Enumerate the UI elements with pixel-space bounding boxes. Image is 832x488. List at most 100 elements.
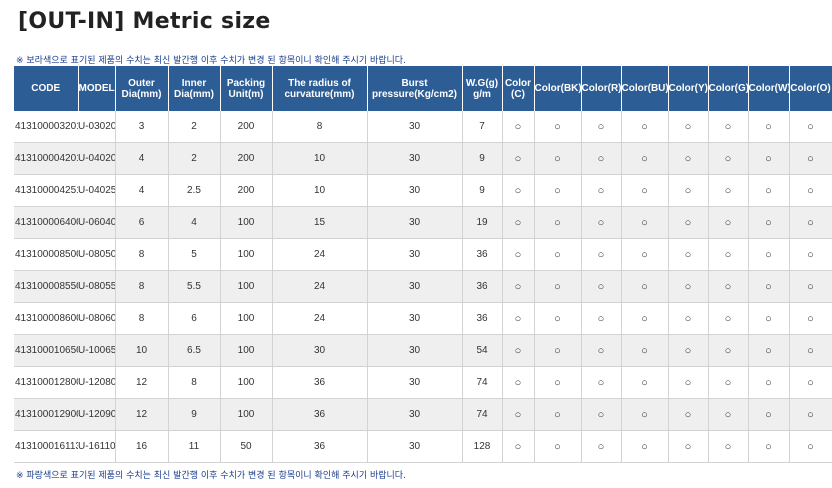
cell-code: 413100008600 <box>14 302 78 335</box>
cell-inner-dia: 5 <box>168 238 221 271</box>
color-availability-mark: ○ <box>708 430 749 463</box>
cell-packing-unit: 200 <box>220 142 273 175</box>
cell-weight: 36 <box>462 302 503 335</box>
color-availability-mark: ○ <box>708 238 749 271</box>
cell-model: U-06040 <box>78 206 116 239</box>
cell-packing-unit: 50 <box>220 430 273 463</box>
cell-inner-dia: 4 <box>168 206 221 239</box>
column-header-text: MODEL <box>78 83 115 94</box>
color-availability-mark: ○ <box>621 142 669 175</box>
color-availability-mark: ○ <box>502 398 535 431</box>
column-header-text: Burst <box>401 77 428 89</box>
color-availability-mark: ○ <box>621 238 669 271</box>
cell-outer-dia: 4 <box>115 174 169 207</box>
cell-weight: 7 <box>462 111 503 143</box>
cell-inner-dia: 2 <box>168 111 221 143</box>
cell-burst-pressure: 30 <box>367 206 463 239</box>
color-availability-mark: ○ <box>621 398 669 431</box>
cell-code: 413100010650 <box>14 334 78 367</box>
cell-radius-of-curvature: 15 <box>272 206 368 239</box>
column-header-text: Color(G) <box>708 83 748 94</box>
column-header-text: Unit(m) <box>228 88 264 100</box>
color-availability-mark: ○ <box>708 111 749 143</box>
color-availability-mark: ○ <box>668 174 709 207</box>
cell-model: U-03020 <box>78 111 116 143</box>
color-availability-mark: ○ <box>708 366 749 399</box>
color-availability-mark: ○ <box>534 111 582 143</box>
spec-table: CODE MODEL Outer Dia(mm) Inner Dia(mm) Packing… <box>14 66 832 463</box>
color-availability-mark: ○ <box>502 302 535 335</box>
color-availability-mark: ○ <box>708 334 749 367</box>
color-availability-mark: ○ <box>789 142 832 175</box>
cell-packing-unit: 100 <box>220 270 273 303</box>
cell-burst-pressure: 30 <box>367 238 463 271</box>
color-availability-mark: ○ <box>581 334 622 367</box>
table-row: 413100016113 U-16110 16 11 50 36 30 128 ○ ○ ○ ○ ○ ○ ○ ○ <box>14 430 832 463</box>
color-availability-mark: ○ <box>581 111 622 143</box>
color-availability-mark: ○ <box>534 142 582 175</box>
cell-burst-pressure: 30 <box>367 366 463 399</box>
table-row: 413100004201 U-04020 4 2 200 10 30 9 ○ ○ ○ ○ ○ ○ ○ ○ <box>14 142 832 175</box>
color-availability-mark: ○ <box>668 206 709 239</box>
color-availability-mark: ○ <box>621 206 669 239</box>
color-availability-mark: ○ <box>789 206 832 239</box>
color-availability-mark: ○ <box>748 398 790 431</box>
column-header-code: CODE <box>14 66 79 111</box>
cell-outer-dia: 3 <box>115 111 169 143</box>
cell-burst-pressure: 30 <box>367 398 463 431</box>
color-availability-mark: ○ <box>621 366 669 399</box>
color-availability-mark: ○ <box>621 430 669 463</box>
column-header-color-r: Color(R) <box>581 66 622 111</box>
table-row: 413100006400 U-06040 6 4 100 15 30 19 ○ ○ ○ ○ ○ ○ ○ ○ <box>14 206 832 239</box>
cell-burst-pressure: 30 <box>367 111 463 143</box>
cell-inner-dia: 11 <box>168 430 221 463</box>
color-availability-mark: ○ <box>748 174 790 207</box>
color-availability-mark: ○ <box>502 111 535 143</box>
column-header-text: Color(R) <box>581 83 621 94</box>
cell-outer-dia: 10 <box>115 334 169 367</box>
column-header-text: curvature(mm) <box>284 88 355 100</box>
color-availability-mark: ○ <box>621 174 669 207</box>
cell-model: U-04025 <box>78 174 116 207</box>
cell-weight: 74 <box>462 398 503 431</box>
color-availability-mark: ○ <box>534 398 582 431</box>
table-row: 413100003201 U-03020 3 2 200 8 30 7 ○ ○ ○ ○ ○ ○ ○ ○ <box>14 111 832 143</box>
column-header-text: Color <box>504 77 532 89</box>
color-availability-mark: ○ <box>748 430 790 463</box>
color-availability-mark: ○ <box>502 238 535 271</box>
cell-radius-of-curvature: 24 <box>272 270 368 303</box>
color-availability-mark: ○ <box>668 398 709 431</box>
column-header-color-g: Color(G) <box>708 66 749 111</box>
cell-model: U-08050 <box>78 238 116 271</box>
column-header-text: Color(W) <box>748 83 789 94</box>
color-availability-mark: ○ <box>502 334 535 367</box>
color-availability-mark: ○ <box>668 238 709 271</box>
color-availability-mark: ○ <box>789 238 832 271</box>
color-availability-mark: ○ <box>789 302 832 335</box>
cell-packing-unit: 100 <box>220 238 273 271</box>
cell-inner-dia: 8 <box>168 366 221 399</box>
color-availability-mark: ○ <box>748 111 790 143</box>
cell-packing-unit: 100 <box>220 334 273 367</box>
column-header-text: Color(BK) <box>534 83 581 94</box>
cell-model: U-04020 <box>78 142 116 175</box>
color-availability-mark: ○ <box>748 142 790 175</box>
color-availability-mark: ○ <box>581 174 622 207</box>
color-availability-mark: ○ <box>534 334 582 367</box>
cell-inner-dia: 6 <box>168 302 221 335</box>
cell-burst-pressure: 30 <box>367 270 463 303</box>
cell-weight: 54 <box>462 334 503 367</box>
column-header-weight: W.G(g) g/m <box>462 66 503 111</box>
column-header-color-bk: Color(BK) <box>534 66 582 111</box>
cell-radius-of-curvature: 24 <box>272 238 368 271</box>
cell-outer-dia: 12 <box>115 366 169 399</box>
column-header-text: Packing <box>226 77 266 89</box>
column-header-color-y: Color(Y) <box>668 66 709 111</box>
cell-packing-unit: 100 <box>220 398 273 431</box>
color-availability-mark: ○ <box>581 398 622 431</box>
page-title: [OUT-IN] Metric size <box>18 9 271 34</box>
color-availability-mark: ○ <box>668 366 709 399</box>
column-header-color-o: Color(O) <box>789 66 832 111</box>
color-availability-mark: ○ <box>789 366 832 399</box>
cell-code: 413100008500 <box>14 238 78 271</box>
